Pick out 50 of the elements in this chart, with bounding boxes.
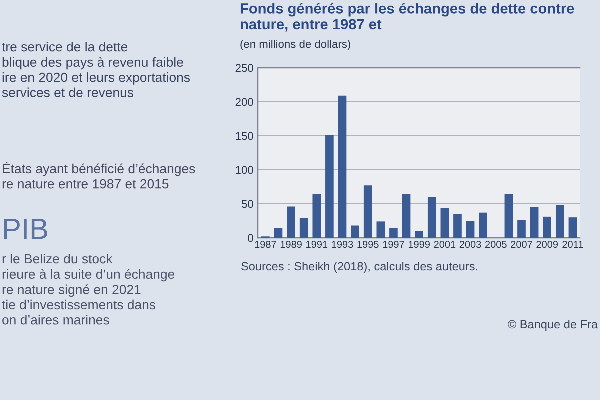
text: r le Belize du stock rieure à la suite d’un échange re nature signé en 2021 tie d’investissements dans on d’aires marines bbox=[2, 254, 175, 325]
y-tick-label: 100 bbox=[236, 166, 254, 174]
bar bbox=[428, 197, 436, 238]
bar bbox=[530, 207, 539, 238]
text: PIB bbox=[4, 219, 48, 240]
x-tick-label: 1999 bbox=[408, 241, 430, 248]
chart-subtitle: (en millions de dollars) bbox=[240, 40, 350, 50]
text: tre service de la dette blique des pays à revenu faible ire en 2020 et leurs exportations services et de revenus bbox=[2, 42, 190, 98]
x-tick-label: 2007 bbox=[511, 241, 532, 248]
bar bbox=[402, 194, 411, 238]
bar bbox=[518, 220, 526, 238]
bar bbox=[338, 96, 347, 238]
x-tick-label: 2011 bbox=[562, 241, 584, 248]
source-note: Sources : Sheikh (2018), calculs des auteurs. bbox=[242, 262, 478, 273]
chart-title: Fonds générés par les échanges de dette contre nature, entre 1987 et bbox=[240, 3, 574, 32]
x-tick-label: 1989 bbox=[280, 241, 302, 248]
x-tick-label: 2001 bbox=[434, 241, 456, 248]
y-tick-label: 0 bbox=[248, 234, 254, 242]
bar bbox=[568, 218, 578, 238]
y-tick-label: 250 bbox=[236, 64, 254, 72]
bar bbox=[300, 218, 308, 238]
bar bbox=[556, 205, 564, 238]
bar bbox=[504, 194, 514, 238]
bar bbox=[351, 226, 360, 238]
bar bbox=[326, 135, 334, 238]
x-tick-label: 2009 bbox=[536, 241, 558, 248]
bar bbox=[454, 214, 462, 238]
bar bbox=[287, 206, 296, 238]
x-tick-label: 2003 bbox=[460, 241, 482, 248]
x-tick-label: 1987 bbox=[255, 241, 276, 248]
text: États ayant bénéficié d’échanges re nature entre 1987 et 2015 bbox=[2, 162, 196, 189]
x-tick-label: 1995 bbox=[358, 241, 379, 248]
bar bbox=[479, 212, 488, 238]
bar bbox=[543, 216, 552, 238]
x-tick-label: 1991 bbox=[306, 241, 328, 248]
y-tick-label: 150 bbox=[236, 132, 254, 140]
text: © Banque de Fra bbox=[508, 320, 598, 332]
bar bbox=[376, 222, 386, 238]
x-tick-label: 2005 bbox=[486, 241, 507, 248]
y-tick-label: 50 bbox=[242, 200, 254, 208]
bar bbox=[364, 186, 372, 238]
x-tick-label: 1993 bbox=[332, 241, 354, 248]
bar bbox=[440, 208, 450, 238]
bar bbox=[274, 228, 283, 238]
bar bbox=[390, 228, 398, 238]
bar bbox=[415, 231, 424, 238]
x-tick-label: 1997 bbox=[383, 241, 404, 248]
y-tick-label: 200 bbox=[236, 98, 254, 106]
bar bbox=[466, 221, 475, 238]
bar bbox=[312, 194, 322, 238]
